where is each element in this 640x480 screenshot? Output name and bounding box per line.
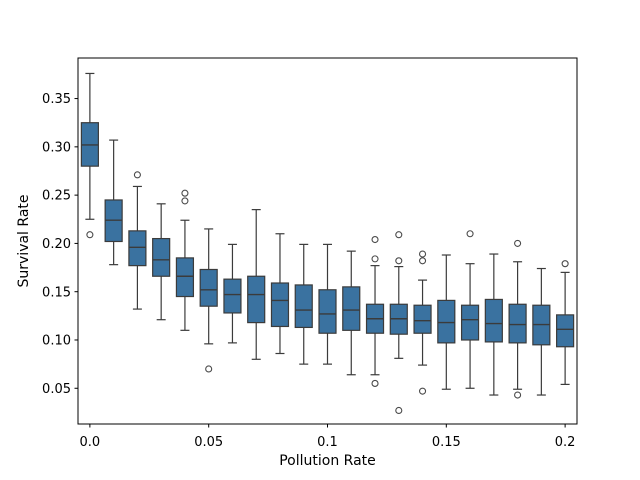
x-tick-label: 0.2 [555, 435, 576, 450]
box-group [437, 254, 456, 390]
x-tick-label: 0.0 [80, 435, 101, 450]
outlier-point [514, 391, 522, 399]
boxplot-box [413, 304, 432, 334]
box-group [389, 231, 408, 415]
box-group [484, 253, 503, 396]
outlier-point [418, 257, 427, 265]
box-group [223, 243, 242, 344]
box-group [80, 72, 99, 239]
box-group [128, 171, 147, 310]
box-group [532, 267, 551, 396]
y-tick-label: 0.35 [42, 92, 71, 107]
outlier-point [395, 406, 403, 415]
boxplot-box [152, 237, 171, 277]
y-tick-label: 0.25 [42, 189, 71, 204]
x-tick-label: 0.15 [432, 435, 461, 450]
x-tick-label: 0.1 [317, 435, 338, 450]
outlier-point [514, 239, 522, 247]
outlier-point [418, 387, 427, 395]
box-group [365, 236, 385, 387]
y-tick-label: 0.10 [42, 334, 71, 349]
outlier-point [205, 365, 213, 373]
boxplot-box [556, 314, 575, 348]
box-group [342, 250, 361, 376]
boxplot-box [342, 286, 361, 331]
box-group [413, 250, 432, 395]
box-group [152, 203, 171, 321]
x-axis-label: Pollution Rate [279, 453, 376, 469]
boxplot-box [460, 304, 480, 341]
box-group [247, 209, 266, 360]
boxplot-box [223, 278, 242, 314]
boxplot-box [437, 299, 456, 344]
box-group [460, 230, 480, 389]
y-axis-label: Survival Rate [16, 195, 32, 288]
boxplot-box [318, 289, 337, 334]
outlier-point [561, 260, 569, 268]
boxplot-box [128, 230, 147, 267]
outlier-point [371, 379, 379, 387]
boxplot-box [175, 257, 195, 298]
boxplot-box [484, 298, 503, 343]
y-tick-label: 0.05 [42, 382, 71, 397]
outlier-point [181, 197, 189, 205]
boxplot-box [508, 303, 527, 344]
boxplot-box [294, 284, 313, 329]
box-group [104, 139, 123, 266]
outlier-point [371, 236, 379, 244]
outlier-point [133, 171, 141, 179]
y-tick-label: 0.20 [42, 237, 71, 252]
box-group [294, 243, 313, 365]
x-tick-label: 0.05 [194, 435, 223, 450]
boxplot-box [270, 282, 290, 328]
outlier-point [395, 231, 403, 239]
outlier-point [371, 255, 379, 263]
box-group [556, 260, 575, 386]
outlier-point [86, 231, 94, 239]
boxplot-box [199, 268, 218, 307]
box-group [270, 233, 290, 355]
outlier-point [395, 257, 403, 265]
outlier-point [181, 189, 189, 197]
box-group [175, 189, 195, 331]
box-group [199, 228, 218, 373]
box-group [318, 243, 337, 365]
boxplot-box [247, 275, 266, 324]
y-tick-label: 0.30 [42, 140, 71, 155]
box-group [508, 239, 527, 399]
outlier-point [466, 230, 474, 238]
y-tick-label: 0.15 [42, 285, 71, 300]
outlier-point [418, 250, 427, 258]
